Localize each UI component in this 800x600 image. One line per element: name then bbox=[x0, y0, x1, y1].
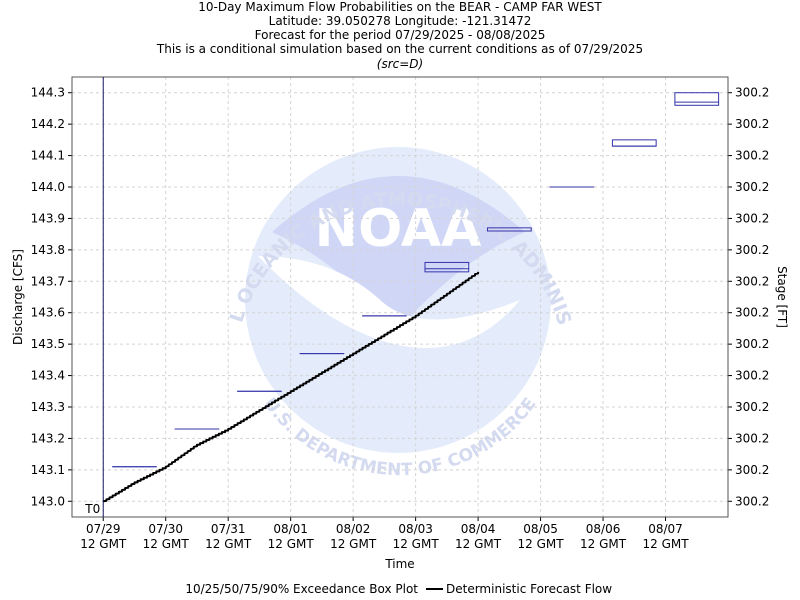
y-tick-label: 143.1 bbox=[31, 463, 65, 477]
x-tick-sublabel: 12 GMT bbox=[143, 537, 190, 551]
y-tick-label: 143.7 bbox=[31, 274, 65, 288]
y2-tick-label: 300.2 bbox=[735, 274, 769, 288]
y-tick-label: 144.1 bbox=[31, 149, 65, 163]
y-tick-label: 143.2 bbox=[31, 431, 65, 445]
exceedance-box bbox=[674, 92, 720, 106]
box-iqr bbox=[424, 261, 470, 273]
x-tick-sublabel: 12 GMT bbox=[268, 537, 315, 551]
y-tick-label: 143.4 bbox=[31, 369, 65, 383]
x-tick-sublabel: 12 GMT bbox=[642, 537, 689, 551]
y2-tick-label: 300.2 bbox=[735, 86, 769, 100]
exceedance-box bbox=[424, 261, 470, 273]
chart-source: (src=D) bbox=[376, 57, 424, 71]
x-tick-label: 08/07 bbox=[648, 522, 683, 536]
legend: 10/25/50/75/90% Exceedance Box Plot Dete… bbox=[185, 582, 612, 596]
x-tick-label: 07/30 bbox=[148, 522, 183, 536]
y2-tick-label: 300.2 bbox=[735, 180, 769, 194]
y-tick-label: 143.3 bbox=[31, 400, 65, 414]
y2-tick-label: 300.2 bbox=[735, 369, 769, 383]
x-tick-sublabel: 12 GMT bbox=[455, 537, 502, 551]
y2-tick-label: 300.2 bbox=[735, 337, 769, 351]
deterministic-series bbox=[103, 271, 480, 503]
deterministic-line bbox=[103, 271, 480, 503]
y-tick-label: 144.2 bbox=[31, 117, 65, 131]
axes bbox=[68, 76, 732, 521]
exceedance-box bbox=[611, 139, 657, 147]
x-tick-label: 08/06 bbox=[586, 522, 621, 536]
y2-tick-label: 300.2 bbox=[735, 463, 769, 477]
x-tick-label: 08/05 bbox=[523, 522, 558, 536]
y2-tick-label: 300.2 bbox=[735, 400, 769, 414]
y2-axis-title: Stage [FT] bbox=[775, 266, 789, 328]
axis-labels: 143.0 300.2 143.1 300.2 143.2 300.2 143.3 300.2… bbox=[11, 86, 789, 571]
box-iqr bbox=[611, 139, 657, 147]
y-tick-label: 144.3 bbox=[31, 86, 65, 100]
y-tick-label: 144.0 bbox=[31, 180, 65, 194]
y-tick-label: 143.6 bbox=[31, 306, 65, 320]
x-tick-label: 07/29 bbox=[86, 522, 121, 536]
y-axis-title: Discharge [CFS] bbox=[11, 249, 25, 345]
y-tick-label: 143.5 bbox=[31, 337, 65, 351]
x-tick-sublabel: 12 GMT bbox=[518, 537, 565, 551]
y2-tick-label: 300.2 bbox=[735, 211, 769, 225]
x-tick-label: 08/01 bbox=[273, 522, 308, 536]
legend-deterministic-label: Deterministic Forecast Flow bbox=[446, 582, 612, 596]
chart-note: This is a conditional simulation based o… bbox=[156, 42, 644, 56]
plot-frame bbox=[71, 76, 729, 518]
y2-tick-label: 300.2 bbox=[735, 306, 769, 320]
boxplots bbox=[112, 92, 720, 468]
x-tick-sublabel: 12 GMT bbox=[393, 537, 440, 551]
x-tick-sublabel: 12 GMT bbox=[205, 537, 252, 551]
x-tick-sublabel: 12 GMT bbox=[330, 537, 377, 551]
y2-tick-label: 300.2 bbox=[735, 117, 769, 131]
y2-tick-label: 300.2 bbox=[735, 431, 769, 445]
y-tick-label: 143.8 bbox=[31, 243, 65, 257]
x-tick-sublabel: 12 GMT bbox=[80, 537, 127, 551]
chart-period: Forecast for the period 07/29/2025 - 08/… bbox=[254, 28, 546, 42]
watermark-bird-top bbox=[272, 176, 525, 330]
chart-location: Latitude: 39.050278 Longitude: -121.3147… bbox=[268, 14, 532, 28]
exceedance-box bbox=[486, 227, 532, 232]
x-axis-title: Time bbox=[384, 557, 414, 571]
chart-title: 10-Day Maximum Flow Probabilities on the… bbox=[198, 0, 602, 14]
y2-tick-label: 300.2 bbox=[735, 243, 769, 257]
y2-tick-label: 300.2 bbox=[735, 494, 769, 508]
legend-boxplot-label: 10/25/50/75/90% Exceedance Box Plot bbox=[185, 582, 418, 596]
watermark-wave bbox=[258, 256, 520, 348]
y-tick-label: 143.9 bbox=[31, 211, 65, 225]
x-tick-label: 08/04 bbox=[461, 522, 496, 536]
x-tick-sublabel: 12 GMT bbox=[580, 537, 627, 551]
x-tick-label: 08/03 bbox=[398, 522, 433, 536]
noaa-watermark: NOAA NATIONAL OCEANIC AND ATMOSPHERIC AD… bbox=[0, 0, 575, 480]
box-iqr bbox=[674, 92, 720, 106]
y-tick-label: 143.0 bbox=[31, 494, 65, 508]
y2-tick-label: 300.2 bbox=[735, 149, 769, 163]
t0-label: T0 bbox=[84, 502, 100, 516]
watermark-logo-text: NOAA bbox=[315, 199, 482, 259]
x-tick-label: 08/02 bbox=[336, 522, 371, 536]
x-tick-label: 07/31 bbox=[211, 522, 246, 536]
